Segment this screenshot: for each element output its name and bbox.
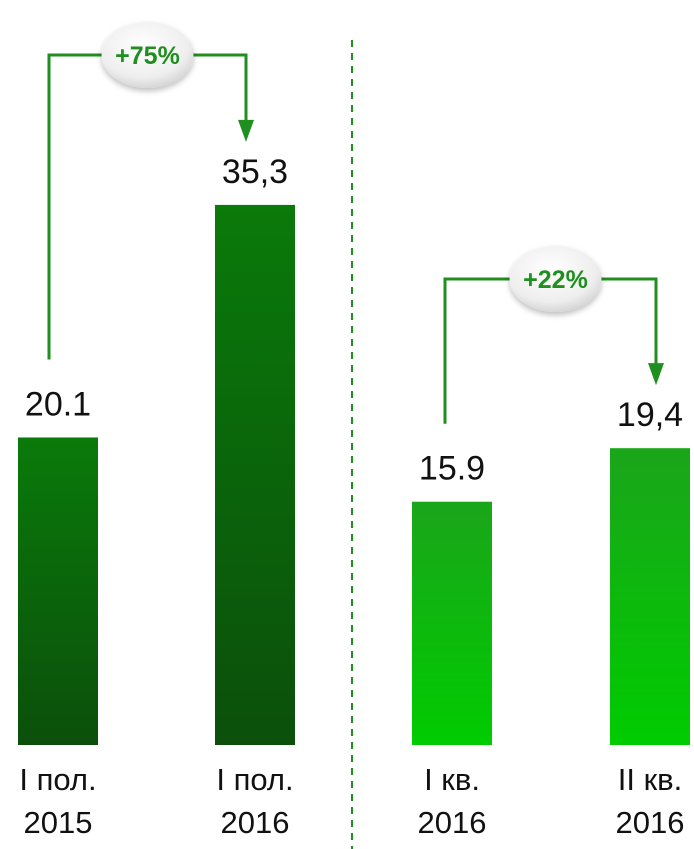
value-label: 15.9 <box>419 450 485 488</box>
value-label: 19,4 <box>617 396 683 434</box>
category-year: 2016 <box>616 805 685 840</box>
category-label: I кв. <box>424 762 480 797</box>
growth-badge: +22% <box>509 246 602 312</box>
growth-badge: +75% <box>101 22 194 88</box>
growth-badge-label: +22% <box>523 266 588 294</box>
bar-i-kv-2016 <box>412 501 492 745</box>
category-label: I пол. <box>19 762 96 797</box>
category-year: 2016 <box>418 805 487 840</box>
growth-badge-label: +75% <box>115 42 180 70</box>
category-label: II кв. <box>618 762 682 797</box>
bar-i-pol-2015 <box>18 437 98 745</box>
category-label: I пол. <box>216 762 293 797</box>
value-label: 20.1 <box>25 385 91 423</box>
bar-i-pol-2016 <box>215 204 295 745</box>
arrow-down-icon <box>648 363 664 386</box>
value-label: 35,3 <box>222 153 288 191</box>
bar-ii-kv-2016 <box>610 448 690 745</box>
arrow-down-icon <box>238 119 254 142</box>
category-year: 2015 <box>24 805 93 840</box>
category-year: 2016 <box>221 805 290 840</box>
